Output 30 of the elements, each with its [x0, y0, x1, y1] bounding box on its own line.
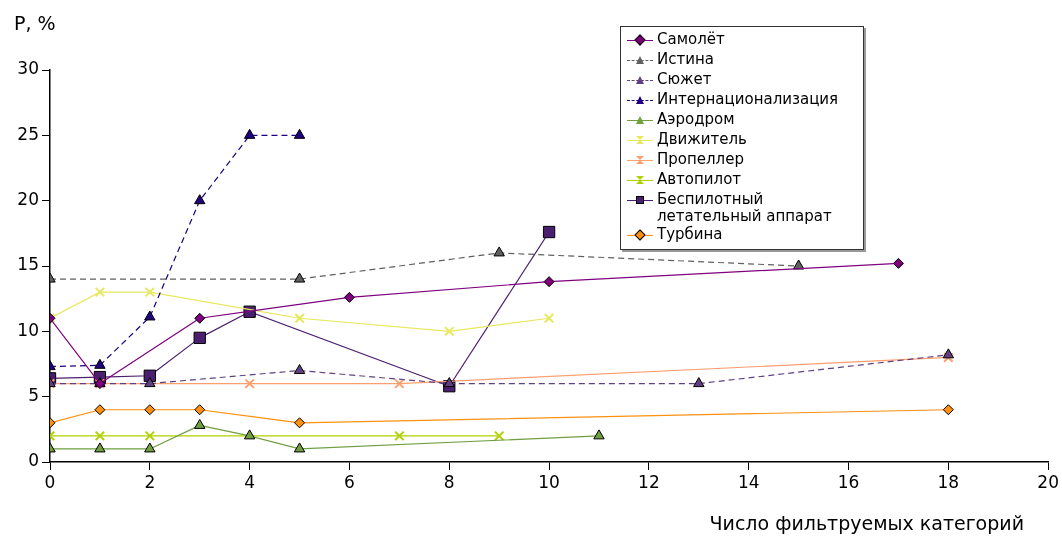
- x-tick-label: 18: [937, 471, 960, 492]
- legend-label: Беспилотный летательный аппарат: [657, 190, 833, 225]
- legend-label: Истина: [657, 50, 714, 68]
- legend-label: Автопилот: [657, 170, 742, 188]
- y-tick-label: 0: [28, 450, 39, 471]
- x-tick-label: 6: [344, 471, 355, 492]
- legend-label: Аэродром: [657, 110, 735, 128]
- y-tick-label: 20: [17, 189, 39, 210]
- x-tick-label: 16: [837, 471, 860, 492]
- y-axis-title: P, %: [14, 12, 56, 34]
- legend-label: Движитель: [657, 130, 747, 148]
- y-tick-label: 30: [17, 58, 39, 79]
- legend-label: Пропеллер: [657, 150, 744, 168]
- x-tick-label: 14: [737, 471, 760, 492]
- x-tick-label: 2: [144, 471, 156, 492]
- legend-label: Интернационализация: [657, 90, 839, 108]
- x-tick-label: 20: [1037, 471, 1059, 492]
- x-tick-label: 0: [44, 471, 56, 492]
- x-tick-label: 12: [638, 471, 660, 492]
- legend-label: Сюжет: [657, 70, 712, 88]
- x-axis-title: Число фильтруемых категорий: [709, 512, 1024, 534]
- x-tick-label: 4: [244, 471, 256, 492]
- x-tick-label: 10: [538, 471, 560, 492]
- y-tick-label: 25: [17, 123, 39, 144]
- y-tick-label: 5: [28, 385, 39, 406]
- y-tick-label: 10: [17, 319, 39, 340]
- x-tick-label: 8: [443, 471, 455, 492]
- legend-label: Турбина: [657, 225, 723, 243]
- legend-label: Самолёт: [657, 30, 725, 48]
- y-tick-label: 15: [17, 254, 39, 275]
